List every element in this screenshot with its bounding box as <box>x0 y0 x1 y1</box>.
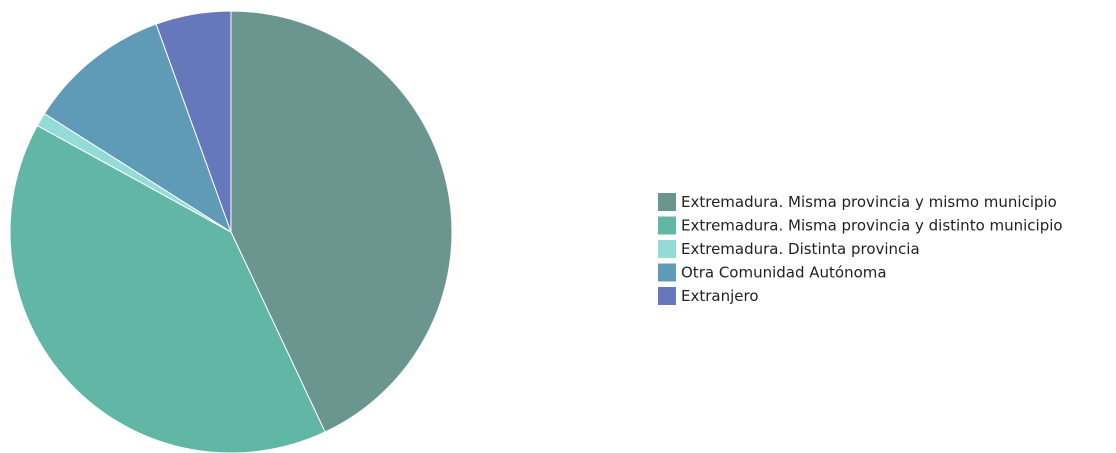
pie-slice-4[interactable] <box>43 23 232 234</box>
pie-slice-1[interactable] <box>230 10 453 433</box>
legend: Extremadura. Misma provincia y mismo mun… <box>658 193 1063 305</box>
legend-swatch-2 <box>658 216 676 235</box>
legend-swatch-3 <box>658 240 676 258</box>
pie-slices <box>9 10 453 453</box>
legend-swatch-5 <box>658 287 676 305</box>
legend-label-5: Extranjero <box>681 287 759 305</box>
legend-label-1: Extremadura. Misma provincia y mismo mun… <box>681 193 1057 211</box>
legend-label-4: Otra Comunidad Autónoma <box>681 264 887 282</box>
legend-swatch-4 <box>658 263 676 282</box>
legend-label-2: Extremadura. Misma provincia y distinto … <box>681 217 1063 235</box>
pie-slice-5[interactable] <box>155 10 232 233</box>
pie-slice-2[interactable] <box>9 124 326 453</box>
legend-label-3: Extremadura. Distinta provincia <box>681 240 920 258</box>
legend-swatch-1 <box>658 193 676 211</box>
